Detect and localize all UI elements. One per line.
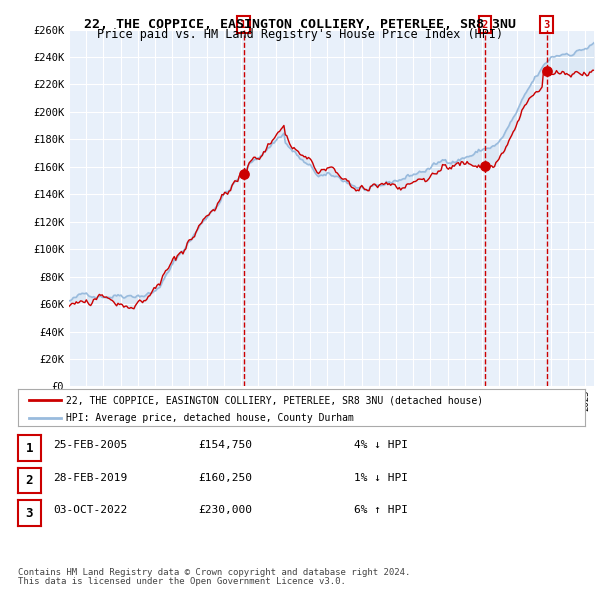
Text: £160,250: £160,250: [198, 473, 252, 483]
Point: [480, 162, 490, 171]
Text: 1: 1: [26, 441, 33, 455]
Text: £230,000: £230,000: [198, 505, 252, 515]
Text: 6% ↑ HPI: 6% ↑ HPI: [354, 505, 408, 515]
Text: 25-FEB-2005: 25-FEB-2005: [53, 440, 127, 450]
Text: 1% ↓ HPI: 1% ↓ HPI: [354, 473, 408, 483]
Point: [542, 66, 551, 76]
Text: Price paid vs. HM Land Registry's House Price Index (HPI): Price paid vs. HM Land Registry's House …: [97, 28, 503, 41]
Text: HPI: Average price, detached house, County Durham: HPI: Average price, detached house, Coun…: [66, 413, 354, 423]
Text: 2: 2: [482, 19, 488, 30]
Text: 2: 2: [26, 474, 33, 487]
Text: 3: 3: [544, 19, 550, 30]
Text: 28-FEB-2019: 28-FEB-2019: [53, 473, 127, 483]
Text: 3: 3: [26, 506, 33, 520]
Text: 03-OCT-2022: 03-OCT-2022: [53, 505, 127, 515]
Text: 22, THE COPPICE, EASINGTON COLLIERY, PETERLEE, SR8 3NU: 22, THE COPPICE, EASINGTON COLLIERY, PET…: [84, 18, 516, 31]
Text: 1: 1: [241, 19, 247, 30]
Text: 4% ↓ HPI: 4% ↓ HPI: [354, 440, 408, 450]
Text: £154,750: £154,750: [198, 440, 252, 450]
Point: [239, 169, 248, 179]
Text: Contains HM Land Registry data © Crown copyright and database right 2024.: Contains HM Land Registry data © Crown c…: [18, 568, 410, 577]
Text: 22, THE COPPICE, EASINGTON COLLIERY, PETERLEE, SR8 3NU (detached house): 22, THE COPPICE, EASINGTON COLLIERY, PET…: [66, 395, 484, 405]
Text: This data is licensed under the Open Government Licence v3.0.: This data is licensed under the Open Gov…: [18, 577, 346, 586]
